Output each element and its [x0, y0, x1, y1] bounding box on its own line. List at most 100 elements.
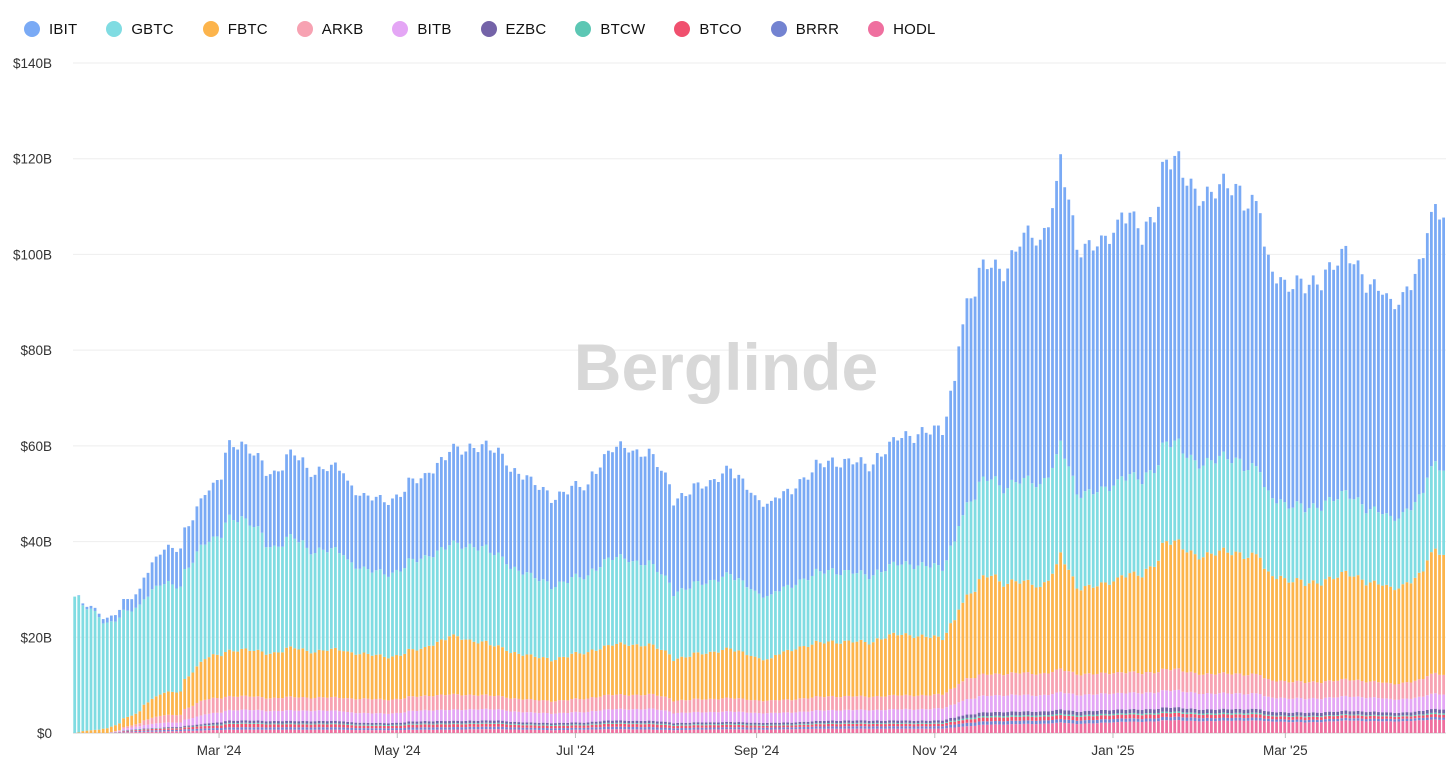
- bar-segment-btco: [1047, 716, 1050, 721]
- bar-segment-bitb: [488, 709, 492, 721]
- bar-segment-bitb: [1185, 692, 1189, 709]
- bar-segment-fbtc: [753, 656, 757, 700]
- bar-segment-btco: [1140, 715, 1144, 720]
- bar-segment-fbtc: [806, 646, 810, 699]
- bar-segment-ibit: [370, 500, 374, 573]
- bar-segment-fbtc: [382, 656, 386, 700]
- bar-segment-ibit: [761, 506, 765, 598]
- bar-segment-arkb: [391, 699, 394, 714]
- bar-segment-ezbc: [1104, 709, 1107, 714]
- bar-segment-btco: [1267, 715, 1270, 719]
- bar-segment-brrr: [150, 730, 154, 732]
- bar-segment-btcw: [700, 724, 704, 726]
- bar-stack: [765, 503, 769, 733]
- bar-segment-hodl: [973, 725, 977, 733]
- bar-segment-arkb: [1205, 673, 1209, 694]
- legend-item-bitb[interactable]: BITB: [392, 21, 451, 38]
- bar-stack: [1152, 222, 1156, 733]
- bar-segment-ibit: [109, 615, 113, 622]
- bar-segment-hodl: [468, 729, 472, 733]
- legend-item-hodl[interactable]: HODL: [868, 21, 935, 38]
- bar-segment-ezbc: [1165, 707, 1168, 712]
- bar-segment-arkb: [1352, 680, 1356, 697]
- bar-segment-ibit: [1332, 269, 1335, 502]
- bar-segment-ezbc: [822, 721, 826, 724]
- bar-segment-ibit: [611, 452, 614, 560]
- bar-segment-gbtc: [1311, 503, 1315, 581]
- bar-segment-btcw: [277, 723, 280, 725]
- bar-segment-btcw: [1083, 714, 1087, 717]
- bar-segment-ezbc: [1409, 712, 1413, 716]
- bar-segment-ibit: [1059, 154, 1063, 441]
- legend-item-ezbc[interactable]: EZBC: [480, 21, 547, 38]
- bar-segment-gbtc: [89, 608, 93, 731]
- bar-segment-bitb: [1197, 693, 1201, 710]
- bar-segment-btco: [1181, 713, 1185, 718]
- bar-segment-ezbc: [505, 721, 508, 724]
- bar-segment-ibit: [1307, 284, 1311, 508]
- bar-segment-brrr: [460, 727, 464, 730]
- legend-item-ibit[interactable]: IBIT: [24, 21, 77, 38]
- legend-item-brrr[interactable]: BRRR: [770, 21, 839, 38]
- bar-segment-btco: [769, 725, 773, 728]
- bar-segment-fbtc: [1413, 577, 1417, 681]
- bar-segment-btcw: [423, 723, 427, 725]
- bar-segment-btcw: [570, 724, 574, 726]
- bar-segment-brrr: [1059, 718, 1063, 723]
- bar-segment-hodl: [847, 728, 851, 733]
- bar-segment-hodl: [505, 729, 508, 733]
- bar-segment-bitb: [122, 728, 125, 731]
- bar-segment-gbtc: [334, 547, 337, 648]
- bar-segment-ibit: [293, 455, 297, 539]
- bar-segment-btcw: [859, 722, 863, 724]
- bar-segment-btcw: [619, 722, 623, 724]
- legend-item-btcw[interactable]: BTCW: [575, 21, 645, 38]
- bar-segment-bitb: [464, 709, 468, 721]
- legend-item-arkb[interactable]: ARKB: [296, 21, 364, 38]
- bar-segment-hodl: [411, 729, 415, 733]
- bar-stack: [627, 452, 631, 733]
- bar-stack: [1002, 281, 1005, 733]
- bar-stack: [350, 485, 354, 733]
- legend-item-gbtc[interactable]: GBTC: [106, 21, 174, 38]
- bar-segment-ibit: [97, 613, 101, 618]
- bar-segment-hodl: [721, 729, 724, 733]
- bar-segment-fbtc: [1063, 564, 1067, 671]
- bar-segment-bitb: [232, 710, 235, 721]
- bar-segment-hodl: [293, 729, 297, 733]
- bar-segment-gbtc: [1287, 508, 1291, 583]
- bar-segment-gbtc: [419, 558, 423, 649]
- bar-segment-arkb: [916, 695, 920, 710]
- bar-segment-btco: [415, 724, 419, 728]
- bar-stack: [615, 446, 618, 733]
- bar-segment-bitb: [1389, 698, 1393, 713]
- bar-segment-brrr: [211, 728, 215, 731]
- legend-item-fbtc[interactable]: FBTC: [202, 21, 268, 38]
- bar-segment-ezbc: [187, 725, 191, 727]
- bar-stack: [167, 544, 170, 733]
- bar-segment-hodl: [492, 729, 496, 733]
- bar-segment-btcw: [1002, 716, 1005, 718]
- bar-segment-ezbc: [301, 720, 305, 724]
- bar-segment-gbtc: [1307, 507, 1311, 584]
- bar-stack: [761, 506, 765, 733]
- bar-stack: [1242, 210, 1246, 733]
- bar-segment-gbtc: [680, 588, 684, 657]
- bar-segment-btcw: [1112, 713, 1115, 716]
- bar-segment-brrr: [1095, 719, 1099, 724]
- bar-segment-btco: [252, 723, 256, 728]
- bar-segment-brrr: [1242, 718, 1246, 721]
- bar-segment-ibit: [126, 599, 130, 611]
- bar-segment-arkb: [611, 695, 614, 710]
- bar-segment-ezbc: [733, 722, 737, 725]
- bar-segment-btco: [741, 725, 745, 728]
- bar-segment-fbtc: [203, 659, 207, 700]
- legend-item-btco[interactable]: BTCO: [674, 21, 742, 38]
- bar-segment-ibit: [513, 468, 517, 567]
- bar-segment-hodl: [1120, 721, 1124, 733]
- bar-stack: [994, 259, 997, 733]
- bar-segment-ibit: [1022, 232, 1026, 478]
- bar-segment-bitb: [1042, 694, 1046, 712]
- bar-stack: [1010, 250, 1014, 733]
- bar-segment-hodl: [700, 729, 704, 733]
